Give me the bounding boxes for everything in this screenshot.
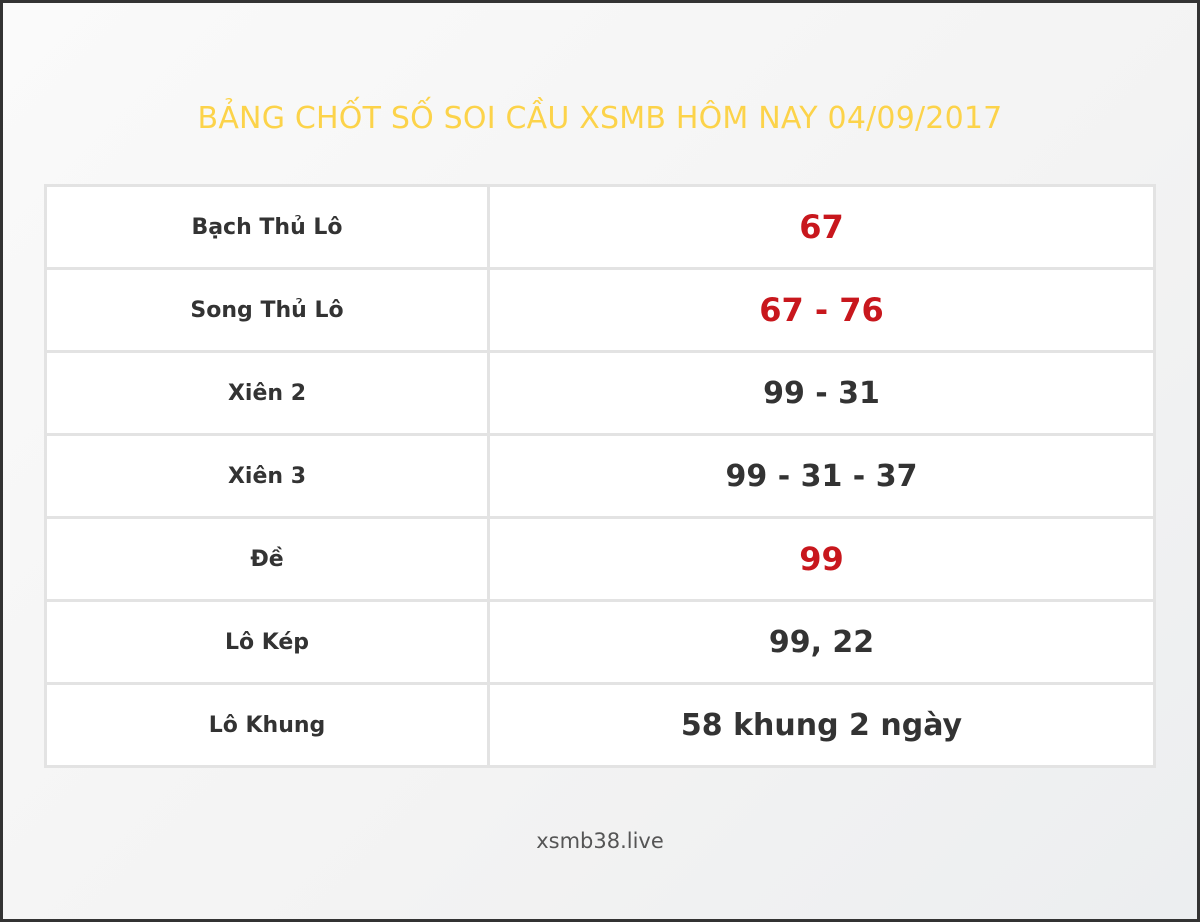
row-label: Xiên 3 bbox=[44, 433, 490, 519]
row-label: Lô Khung bbox=[44, 682, 490, 768]
table-row: Bạch Thủ Lô 67 bbox=[44, 184, 1156, 270]
row-label: Lô Kép bbox=[44, 599, 490, 685]
site-footer: xsmb38.live bbox=[536, 829, 664, 853]
page-title: BẢNG CHỐT SỐ SOI CẦU XSMB HÔM NAY 04/09/… bbox=[197, 101, 1003, 136]
row-label: Bạch Thủ Lô bbox=[44, 184, 490, 270]
table-row: Lô Khung 58 khung 2 ngày bbox=[44, 682, 1156, 768]
table-row: Xiên 3 99 - 31 - 37 bbox=[44, 433, 1156, 519]
prediction-table: Bạch Thủ Lô 67 Song Thủ Lô 67 - 76 Xiên 2 99 … bbox=[44, 184, 1156, 768]
row-value: 99 - 31 bbox=[487, 350, 1156, 436]
row-value: 67 bbox=[487, 184, 1156, 270]
row-value: 99 - 31 - 37 bbox=[487, 433, 1156, 519]
row-value: 99, 22 bbox=[487, 599, 1156, 685]
row-value: 58 khung 2 ngày bbox=[487, 682, 1156, 768]
row-label: Đề bbox=[44, 516, 490, 602]
row-value: 99 bbox=[487, 516, 1156, 602]
table-row: Xiên 2 99 - 31 bbox=[44, 350, 1156, 436]
table-row: Song Thủ Lô 67 - 76 bbox=[44, 267, 1156, 353]
table-row: Lô Kép 99, 22 bbox=[44, 599, 1156, 685]
row-label: Song Thủ Lô bbox=[44, 267, 490, 353]
row-label: Xiên 2 bbox=[44, 350, 490, 436]
table-row: Đề 99 bbox=[44, 516, 1156, 602]
row-value: 67 - 76 bbox=[487, 267, 1156, 353]
